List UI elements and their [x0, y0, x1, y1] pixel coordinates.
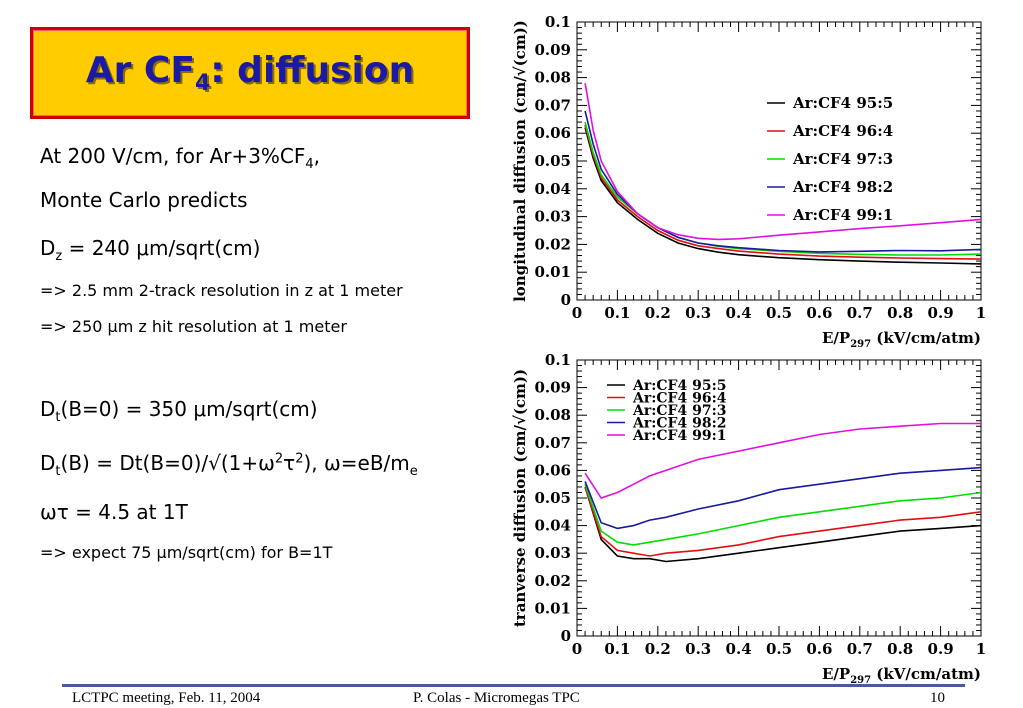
- x-tick-label: 0.2: [645, 304, 671, 322]
- legend-label-4: Ar:CF4 98:2: [632, 416, 727, 432]
- legend-label-5: Ar:CF4 99:1: [632, 428, 727, 444]
- y-tick-label: 0.02: [534, 572, 571, 590]
- footer-center: P. Colas - Micromegas TPC: [413, 690, 580, 706]
- text-line-3: Dz = 240 μm/sqrt(cm): [40, 236, 261, 264]
- legend-label-1: Ar:CF4 95:5: [792, 94, 893, 112]
- x-tick-label: 0.9: [928, 640, 954, 658]
- y-tick-label: 0.02: [534, 235, 571, 253]
- x-tick-label: 0.1: [604, 640, 630, 658]
- y-tick-label: 0.07: [534, 96, 571, 114]
- x-tick-label: 0.3: [685, 304, 711, 322]
- text-line-2: Monte Carlo predicts: [40, 188, 248, 212]
- y-tick-label: 0.04: [534, 517, 571, 535]
- x-tick-label: 0.9: [928, 304, 954, 322]
- y-tick-label: 0.07: [534, 434, 571, 452]
- y-tick-label: 0.05: [534, 489, 571, 507]
- y-tick-label: 0.05: [534, 152, 571, 170]
- y-tick-label: 0.1: [545, 13, 571, 31]
- y-tick-label: 0.01: [534, 263, 571, 281]
- text-line-4: => 2.5 mm 2-track resolution in z at 1 m…: [40, 281, 403, 300]
- x-tick-label: 0.8: [887, 640, 913, 658]
- text-line-8: ωτ = 4.5 at 1T: [40, 500, 188, 524]
- legend-label-2: Ar:CF4 96:4: [632, 391, 727, 407]
- y-axis-label: longitudinal diffusion (cm/√(cm)): [511, 20, 529, 302]
- y-tick-label: 0.1: [545, 351, 571, 369]
- y-tick-label: 0: [561, 291, 571, 309]
- x-tick-label: 1: [976, 640, 986, 658]
- title-main: Ar CF: [85, 49, 195, 91]
- x-tick-label: 0.5: [766, 304, 792, 322]
- y-axis-label: tranverse diffusion (cm/√(cm)): [511, 369, 529, 627]
- y-tick-label: 0.08: [534, 69, 571, 87]
- y-tick-label: 0.03: [534, 208, 571, 226]
- series-line-5: [584, 83, 982, 241]
- x-tick-label: 0.1: [604, 304, 630, 322]
- x-tick-label: 1: [976, 304, 986, 322]
- longitudinal-diffusion-chart: 0 0.1 0.2 0.3 0.4 0.5 0.6 0.7 0.8 0.9 1 0 0.01 0.02 0.…: [511, 13, 986, 350]
- legend-label-3: Ar:CF4 97:3: [632, 403, 727, 419]
- legend-label-1: Ar:CF4 95:5: [632, 378, 727, 394]
- x-tick-label: 0.5: [766, 640, 792, 658]
- y-tick-label: 0.04: [534, 180, 571, 198]
- text-line-1: At 200 V/cm, for Ar+3%CF4,: [40, 144, 321, 172]
- footer-left: LCTPC meeting, Feb. 11, 2004: [72, 690, 261, 706]
- y-tick-label: 0.03: [534, 544, 571, 562]
- text-line-5: => 250 μm z hit resolution at 1 meter: [40, 317, 347, 336]
- legend-label-3: Ar:CF4 97:3: [792, 150, 893, 168]
- x-axis-label: E/P297 (kV/cm/atm): [822, 665, 981, 686]
- title-tail: : diffusion: [210, 49, 415, 91]
- x-axis-label: E/P297 (kV/cm/atm): [822, 329, 981, 350]
- x-tick-label: 0.7: [847, 304, 873, 322]
- series-line-3: [584, 483, 982, 546]
- transverse-diffusion-chart: 0 0.1 0.2 0.3 0.4 0.5 0.6 0.7 0.8 0.9 1 0 0.01 0.02 0.…: [511, 351, 986, 686]
- x-tick-label: 0: [572, 640, 582, 658]
- footer-rule: [62, 684, 965, 687]
- x-tick-label: 0.6: [806, 304, 832, 322]
- footer-page-number: 10: [930, 690, 945, 706]
- y-tick-label: 0.01: [534, 599, 571, 617]
- series-line-1: [584, 127, 982, 265]
- series-line-4: [584, 466, 982, 530]
- series-line-1: [584, 486, 982, 563]
- x-tick-label: 0.2: [645, 640, 671, 658]
- x-tick-label: 0.4: [726, 640, 752, 658]
- series-line-5: [584, 422, 981, 499]
- x-tick-label: 0.6: [806, 640, 832, 658]
- y-tick-label: 0: [561, 627, 571, 645]
- x-tick-label: 0.3: [685, 640, 711, 658]
- legend-label-5: Ar:CF4 99:1: [792, 206, 893, 224]
- y-tick-label: 0.06: [534, 461, 571, 479]
- y-tick-label: 0.09: [534, 379, 571, 397]
- x-tick-label: 0.7: [847, 640, 873, 658]
- series-line-2: [584, 486, 982, 557]
- slide-title: Ar CF4: diffusion: [86, 50, 414, 96]
- legend-label-2: Ar:CF4 96:4: [792, 122, 893, 140]
- legend-label-4: Ar:CF4 98:2: [792, 178, 893, 196]
- y-tick-label: 0.06: [534, 124, 571, 142]
- y-tick-label: 0.09: [534, 41, 571, 59]
- y-tick-label: 0.08: [534, 406, 571, 424]
- series-line-2: [584, 124, 982, 260]
- title-subscript: 4: [194, 71, 211, 97]
- text-line-7: Dt(B) = Dt(B=0)/√(1+ω2τ2), ω=eB/me: [40, 451, 418, 479]
- title-box: Ar CF4: diffusion: [30, 27, 470, 119]
- x-tick-label: 0: [572, 304, 582, 322]
- text-line-9: => expect 75 μm/sqrt(cm) for B=1T: [40, 543, 333, 562]
- x-tick-label: 0.8: [887, 304, 913, 322]
- text-line-6: Dt(B=0) = 350 μm/sqrt(cm): [40, 397, 318, 425]
- x-tick-label: 0.4: [726, 304, 752, 322]
- series-line-4: [584, 110, 982, 253]
